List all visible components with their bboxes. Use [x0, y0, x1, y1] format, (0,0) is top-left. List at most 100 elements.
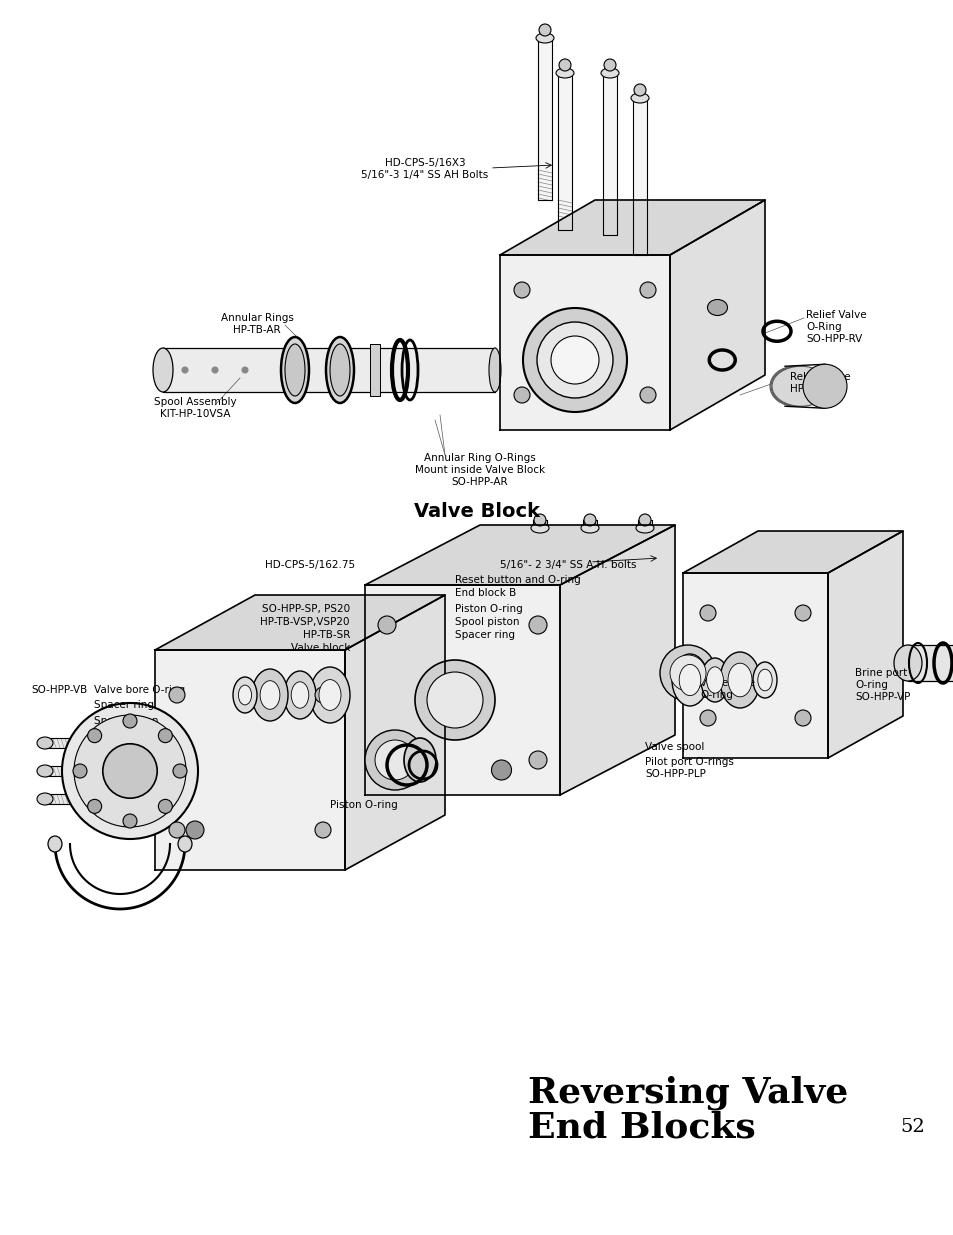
Text: HD-CPS-5/162.75: HD-CPS-5/162.75	[265, 559, 355, 571]
Polygon shape	[345, 595, 444, 869]
Polygon shape	[45, 739, 110, 748]
Ellipse shape	[603, 59, 616, 70]
Ellipse shape	[260, 680, 279, 709]
Ellipse shape	[639, 514, 650, 526]
Ellipse shape	[534, 514, 545, 526]
Ellipse shape	[700, 658, 728, 701]
Ellipse shape	[752, 662, 776, 698]
Polygon shape	[365, 525, 675, 585]
Polygon shape	[633, 98, 646, 254]
Text: Mount inside Valve Block: Mount inside Valve Block	[415, 466, 544, 475]
Ellipse shape	[365, 730, 424, 790]
Ellipse shape	[88, 729, 102, 742]
Ellipse shape	[318, 679, 340, 710]
Ellipse shape	[537, 322, 613, 398]
Ellipse shape	[556, 68, 574, 78]
Text: Spool piston: Spool piston	[94, 716, 158, 726]
Ellipse shape	[330, 345, 350, 396]
Ellipse shape	[123, 814, 137, 827]
Ellipse shape	[700, 605, 716, 621]
Ellipse shape	[169, 823, 185, 839]
Ellipse shape	[727, 663, 751, 697]
Ellipse shape	[769, 367, 820, 406]
Text: HD-CPS-5/16X3: HD-CPS-5/16X3	[384, 158, 465, 168]
Text: SO-HPP-VP: SO-HPP-VP	[854, 692, 909, 701]
Text: 5/16"-3 1/4" SS AH Bolts: 5/16"-3 1/4" SS AH Bolts	[361, 170, 488, 180]
Polygon shape	[682, 573, 827, 758]
Ellipse shape	[314, 823, 331, 839]
Text: SO-HPP-PLP: SO-HPP-PLP	[644, 769, 705, 779]
Ellipse shape	[679, 664, 700, 695]
Ellipse shape	[580, 522, 598, 534]
Ellipse shape	[212, 367, 218, 373]
Ellipse shape	[73, 764, 87, 778]
Text: End Blocks: End Blocks	[527, 1110, 755, 1144]
Ellipse shape	[522, 308, 626, 412]
Text: HP-TB-SR: HP-TB-SR	[302, 630, 350, 640]
Text: Spool Assembly: Spool Assembly	[153, 396, 236, 408]
Text: Pilot port O-rings: Pilot port O-rings	[644, 757, 733, 767]
Ellipse shape	[103, 743, 157, 798]
Ellipse shape	[158, 799, 172, 814]
Text: Spool piston: Spool piston	[455, 618, 519, 627]
Ellipse shape	[700, 710, 716, 726]
Text: O-Ring: O-Ring	[805, 322, 841, 332]
Polygon shape	[45, 794, 110, 804]
Ellipse shape	[375, 740, 415, 781]
Text: Relief Valve: Relief Valve	[789, 372, 850, 382]
Text: HP-TB-BV: HP-TB-BV	[789, 384, 836, 394]
Ellipse shape	[88, 799, 102, 814]
Ellipse shape	[310, 667, 350, 722]
Ellipse shape	[659, 645, 716, 701]
Text: Valve spool: Valve spool	[644, 742, 703, 752]
Ellipse shape	[529, 751, 546, 769]
Ellipse shape	[427, 672, 482, 727]
Polygon shape	[559, 525, 675, 795]
Text: Reset button and O-ring: Reset button and O-ring	[455, 576, 580, 585]
Text: Spacer ring: Spacer ring	[94, 700, 153, 710]
Ellipse shape	[757, 669, 771, 690]
Polygon shape	[558, 73, 572, 230]
Ellipse shape	[893, 645, 921, 680]
Ellipse shape	[415, 659, 495, 740]
Text: O-ring: O-ring	[700, 690, 732, 700]
Ellipse shape	[531, 522, 548, 534]
Text: Spacer ring: Spacer ring	[455, 630, 515, 640]
Text: O-ring: O-ring	[854, 680, 887, 690]
Polygon shape	[45, 766, 110, 776]
Ellipse shape	[377, 751, 395, 769]
Ellipse shape	[794, 710, 810, 726]
Text: Piston O-ring: Piston O-ring	[330, 800, 397, 810]
Polygon shape	[907, 645, 953, 680]
Ellipse shape	[281, 337, 309, 403]
Ellipse shape	[186, 821, 204, 839]
Polygon shape	[582, 520, 597, 529]
Ellipse shape	[514, 387, 530, 403]
Ellipse shape	[62, 703, 198, 839]
Ellipse shape	[242, 367, 248, 373]
Polygon shape	[602, 73, 617, 235]
Ellipse shape	[630, 93, 648, 103]
Ellipse shape	[802, 364, 846, 409]
Ellipse shape	[314, 687, 331, 703]
Ellipse shape	[377, 616, 395, 634]
Ellipse shape	[238, 685, 252, 705]
Text: SO-HPP-RV: SO-HPP-RV	[805, 333, 862, 345]
Polygon shape	[669, 200, 764, 430]
Ellipse shape	[74, 715, 186, 827]
Ellipse shape	[529, 616, 546, 634]
Text: 5/16"- 2 3/4" SS A.H. bolts: 5/16"- 2 3/4" SS A.H. bolts	[499, 559, 636, 571]
Text: HP-TB-AR: HP-TB-AR	[233, 325, 280, 335]
Ellipse shape	[152, 348, 172, 391]
Text: End block A: End block A	[94, 732, 155, 742]
Polygon shape	[365, 585, 559, 795]
Ellipse shape	[169, 687, 185, 703]
Ellipse shape	[538, 23, 551, 36]
Ellipse shape	[37, 737, 53, 748]
Polygon shape	[163, 348, 495, 391]
Ellipse shape	[536, 33, 554, 43]
Ellipse shape	[514, 282, 530, 298]
Ellipse shape	[669, 655, 705, 692]
Ellipse shape	[707, 300, 727, 315]
Ellipse shape	[172, 764, 187, 778]
